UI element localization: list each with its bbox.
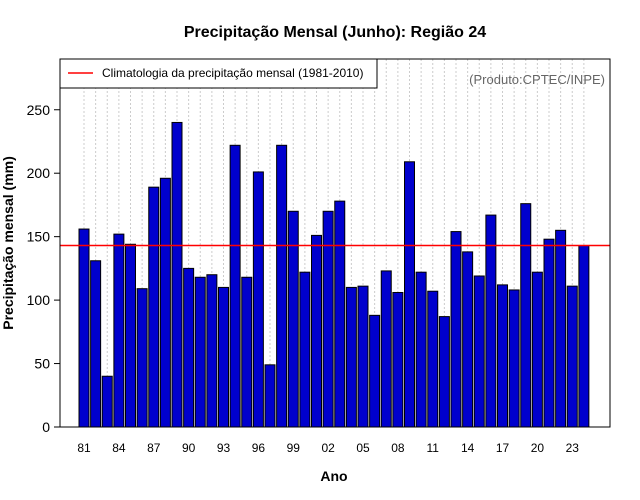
bar-2000 [299,271,311,428]
bar-1992 [206,274,218,428]
x-tick-label: 23 [566,441,580,455]
x-tick-label: 14 [461,441,475,455]
bar-2015 [473,275,485,428]
y-tick-label: 100 [27,292,51,308]
bar-2016 [485,214,497,428]
bar-1983 [101,375,113,428]
bar-2017 [497,284,508,428]
x-tick-label: 87 [147,441,161,455]
x-tick-label: 02 [321,441,335,455]
bar-1994 [229,144,241,428]
x-tick-label: 90 [182,441,196,455]
x-tick-label: 96 [252,441,266,455]
bar-2022 [555,229,567,428]
bar-2009 [404,161,415,428]
legend-label: Climatologia da precipitação mensal (198… [102,66,363,80]
bar-1996 [252,171,264,428]
x-tick-label: 99 [287,441,301,455]
bar-2024 [578,245,590,428]
bar-1998 [276,144,288,428]
bar-2007 [380,270,392,428]
bar-1986 [136,288,148,428]
x-axis-label: Ano [320,468,347,484]
bar-2020 [531,271,543,428]
x-tick-label: 84 [112,441,126,455]
x-tick-label: 05 [356,441,370,455]
x-tick-label: 20 [531,441,545,455]
y-tick-label: 250 [27,102,51,118]
bar-1993 [218,286,229,428]
y-tick-label: 200 [27,165,51,181]
bar-2019 [520,203,532,428]
bar-1991 [194,276,206,428]
y-tick-label: 50 [34,356,50,372]
bar-2014 [462,251,474,428]
bar-2006 [369,314,381,428]
bar-1990 [183,267,195,428]
bar-2003 [334,200,346,428]
bar-1987 [148,186,160,428]
bar-2012 [438,316,450,428]
bar-1988 [159,177,171,428]
x-tick-label: 81 [77,441,91,455]
credit-text: (Produto:CPTEC/INPE) [469,72,605,87]
bar-1989 [171,121,183,428]
y-axis-label: Precipitação mensal (mm) [0,156,16,330]
bar-2018 [508,289,520,428]
x-tick-label: 08 [391,441,405,455]
bar-2013 [450,231,462,428]
bar-2001 [311,234,322,428]
chart-title: Precipitação Mensal (Junho): Região 24 [184,24,486,41]
x-tick-label: 93 [217,441,231,455]
y-tick-label: 0 [42,419,50,435]
bar-1984 [113,233,125,428]
bar-2008 [392,291,404,428]
bar-2002 [322,210,334,428]
bar-2004 [345,286,357,428]
x-tick-label: 11 [427,441,440,455]
bar-1995 [241,276,253,428]
bar-2021 [543,238,555,428]
bar-1981 [78,228,90,428]
bar-2011 [427,290,439,428]
bar-2010 [415,271,427,428]
legend: Climatologia da precipitação mensal (198… [59,58,378,89]
bars [78,121,590,428]
y-axis: 0 50 100 150 200 250 [27,102,60,435]
bar-1997 [264,364,276,428]
x-tick-label: 17 [496,441,510,455]
legend-box [59,58,378,89]
x-axis: 81 84 87 90 93 96 99 02 05 08 11 14 17 20 23 [77,441,579,455]
bar-2005 [357,285,369,428]
bar-1982 [90,260,102,428]
bar-1999 [287,210,299,428]
y-tick-label: 150 [27,229,51,245]
bar-1985 [125,243,136,428]
bar-2023 [566,285,578,428]
